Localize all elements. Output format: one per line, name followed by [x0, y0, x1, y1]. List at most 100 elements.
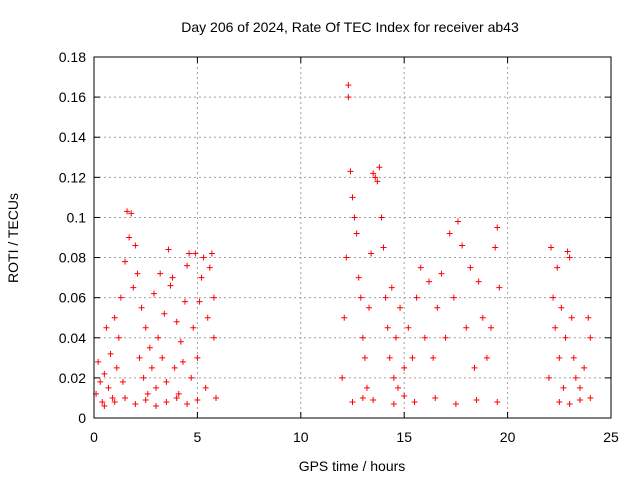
roti-point: [347, 168, 354, 175]
roti-point: [184, 262, 191, 269]
roti-point: [148, 364, 155, 371]
roti-point: [105, 384, 112, 391]
roti-point: [115, 334, 122, 341]
roti-point: [581, 364, 588, 371]
roti-point: [142, 396, 149, 403]
roti-point: [450, 294, 457, 301]
roti-point: [570, 354, 577, 361]
roti-point: [585, 314, 592, 321]
roti-point: [97, 378, 104, 385]
data-points: [93, 82, 594, 409]
roti-point: [126, 234, 133, 241]
roti-point: [560, 384, 567, 391]
y-tick-label: 0.02: [59, 370, 86, 386]
roti-point: [171, 364, 178, 371]
roti-point: [394, 384, 401, 391]
roti-point: [140, 374, 147, 381]
roti-point: [95, 358, 102, 365]
roti-point: [552, 324, 559, 331]
roti-point: [376, 164, 383, 171]
roti-point: [122, 258, 129, 265]
roti-point: [111, 398, 118, 405]
roti-point: [159, 354, 166, 361]
roti-point: [107, 350, 114, 357]
roti-point: [409, 354, 416, 361]
roti-point: [550, 294, 557, 301]
roti-point: [153, 384, 160, 391]
roti-point: [411, 398, 418, 405]
roti-point: [397, 304, 404, 311]
roti-point: [130, 284, 137, 291]
roti-point: [492, 244, 499, 251]
roti-point: [587, 334, 594, 341]
roti-point: [564, 248, 571, 255]
x-tick-label: 10: [293, 429, 309, 445]
roti-point: [370, 396, 377, 403]
roti-point: [417, 264, 424, 271]
roti-point: [566, 400, 573, 407]
roti-point: [432, 394, 439, 401]
roti-point: [161, 310, 168, 317]
roti-point: [548, 244, 555, 251]
y-tick-label: 0.08: [59, 250, 86, 266]
roti-point: [146, 344, 153, 351]
x-tick-label: 15: [396, 429, 412, 445]
roti-point: [359, 334, 366, 341]
roti-point: [566, 254, 573, 261]
roti-point: [101, 402, 108, 409]
roti-point: [204, 314, 211, 321]
roti-point: [202, 384, 209, 391]
roti-point: [483, 354, 490, 361]
roti-point: [488, 324, 495, 331]
roti-point: [134, 270, 141, 277]
roti-point: [188, 374, 195, 381]
roti-point: [384, 324, 391, 331]
roti-point: [426, 278, 433, 285]
roti-point: [144, 390, 151, 397]
roti-point: [349, 398, 356, 405]
y-tick-label: 0.14: [59, 129, 86, 145]
roti-point: [111, 314, 118, 321]
roti-point: [401, 364, 408, 371]
y-tick-label: 0.18: [59, 49, 86, 65]
y-axis-title: ROTI / TECUs: [5, 193, 21, 283]
x-tick-labels: 0 5 10 15 20 25: [90, 429, 619, 445]
y-tick-label: 0.12: [59, 169, 86, 185]
roti-point: [572, 374, 579, 381]
roti-point: [142, 324, 149, 331]
roti-point: [463, 324, 470, 331]
plot-frame: [93, 56, 612, 419]
roti-point: [413, 294, 420, 301]
roti-point: [494, 224, 501, 231]
x-tick-label: 0: [90, 429, 98, 445]
roti-point: [475, 278, 482, 285]
roti-point: [186, 250, 193, 257]
y-tick-label: 0.1: [67, 209, 87, 225]
roti-point: [392, 334, 399, 341]
roti-point: [363, 384, 370, 391]
roti-point: [208, 250, 215, 257]
roti-point: [576, 396, 583, 403]
roti-point: [366, 304, 373, 311]
roti-point: [368, 250, 375, 257]
roti-point: [339, 374, 346, 381]
roti-point: [421, 334, 428, 341]
roti-point: [452, 400, 459, 407]
roti-point: [181, 298, 188, 305]
roti-point: [442, 334, 449, 341]
roti-point: [576, 384, 583, 391]
roti-point: [405, 324, 412, 331]
axis-ticks: [93, 56, 612, 419]
y-tick-label: 0.04: [59, 330, 86, 346]
roti-point: [163, 398, 170, 405]
roti-point: [99, 398, 106, 405]
roti-point: [471, 364, 478, 371]
roti-point: [459, 242, 466, 249]
roti-point: [150, 290, 157, 297]
roti-point: [558, 304, 565, 311]
roti-point: [388, 284, 395, 291]
y-tick-labels: 0 0.02 0.04 0.06 0.08 0.1 0.12 0.14 0.16 0.18: [59, 49, 86, 426]
roti-point: [179, 358, 186, 365]
roti-point: [210, 334, 217, 341]
